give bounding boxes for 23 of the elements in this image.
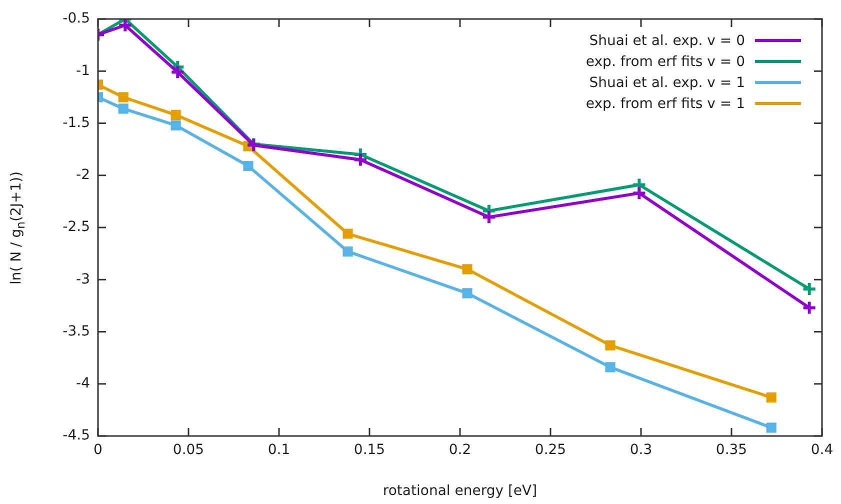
y-tick-label: -1.5 [62, 114, 90, 131]
x-tick-label: 0.35 [716, 442, 748, 458]
x-tick-label: 0 [94, 442, 102, 458]
legend-label: exp. from erf fits v = 0 [586, 54, 745, 70]
x-tick-label: 0.05 [172, 442, 204, 458]
legend-label: Shuai et al. exp. v = 1 [589, 74, 745, 90]
y-tick-label: -0.5 [62, 10, 90, 27]
y-tick-label: -1 [76, 62, 90, 79]
x-tick-label: 0.1 [268, 442, 290, 458]
y-tick-label: -4.5 [62, 428, 90, 444]
x-tick-label: 0.15 [354, 442, 386, 458]
x-tick-label: 0.4 [810, 442, 834, 458]
x-tick-label: 0.3 [630, 442, 652, 458]
y-tick-label: -3 [76, 271, 90, 288]
x-tick-label: 0.2 [448, 442, 472, 458]
y-tick-label: -2 [76, 167, 90, 184]
y-tick-label: -3.5 [62, 323, 90, 340]
y-tick-label: -2.5 [62, 219, 90, 236]
legend-label: Shuai et al. exp. v = 0 [589, 32, 745, 48]
x-axis-title: rotational energy [eV] [382, 483, 538, 500]
x-tick-label: 0.25 [534, 442, 566, 458]
y-tick-label: -4 [76, 376, 90, 392]
legend-label: exp. from erf fits v = 1 [586, 96, 745, 112]
